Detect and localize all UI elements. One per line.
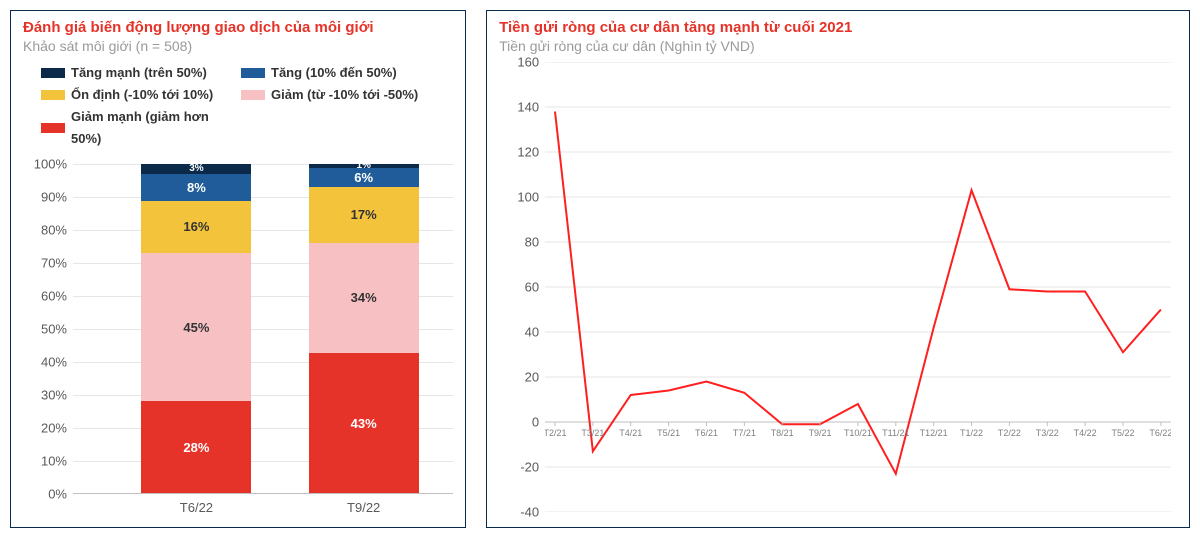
legend-swatch [41, 123, 65, 133]
bar-segment: 43% [309, 353, 419, 493]
right-subtitle: Tiền gửi ròng của cư dân (Nghìn tỷ VND) [499, 38, 1177, 54]
x-axis-label: T3/22 [1036, 428, 1059, 438]
x-axis-label: T8/21 [771, 428, 794, 438]
y-tick-label: 40 [525, 325, 539, 340]
x-axis-label: T6/21 [695, 428, 718, 438]
bar-segment: 34% [309, 243, 419, 354]
legend-label: Ổn định (-10% tới 10%) [71, 84, 213, 106]
legend-label: Tăng (10% đến 50%) [271, 62, 397, 84]
bar-group: 43%34%17%6%1% [309, 164, 419, 493]
x-axis-label: T6/22 [1150, 428, 1171, 438]
legend-item: Giảm (từ -10% tới -50%) [241, 84, 441, 106]
y-tick-label: 100% [34, 157, 67, 172]
line-svg: T2/21 T3/21 T4/21 T5/21 T6/21 T7/21 T8/21 T9/21… [545, 62, 1171, 512]
y-tick-label: 60% [41, 289, 67, 304]
y-tick-label: 0 [532, 415, 539, 430]
left-title: Đánh giá biến động lượng giao dịch của m… [23, 19, 453, 36]
legend-item: Giảm mạnh (giảm hơn 50%) [41, 106, 241, 150]
y-tick-label: 80% [41, 223, 67, 238]
y-tick-label: 10% [41, 454, 67, 469]
bar-segment: 3% [141, 164, 251, 174]
x-axis-label: T7/21 [733, 428, 756, 438]
y-tick-label: 60 [525, 280, 539, 295]
x-axis-label: T2/21 [545, 428, 566, 438]
legend-item: Tăng mạnh (trên 50%) [41, 62, 241, 84]
y-tick-label: 0% [48, 487, 67, 502]
legend-swatch [241, 68, 265, 78]
legend-label: Tăng mạnh (trên 50%) [71, 62, 207, 84]
x-axis-label: T2/22 [998, 428, 1021, 438]
y-tick-label: 160 [517, 55, 539, 70]
y-tick-label: 50% [41, 322, 67, 337]
y-tick-label: 100 [517, 190, 539, 205]
y-axis: 0%10%20%30%40%50%60%70%80%90%100% [23, 164, 73, 494]
legend-label: Giảm (từ -10% tới -50%) [271, 84, 418, 106]
bar-segment: 45% [141, 253, 251, 401]
x-axis-label: T5/22 [1112, 428, 1135, 438]
bar-segment: 16% [141, 201, 251, 254]
bar-segment: 28% [141, 401, 251, 493]
line-chart: -40-20020406080100120140160 T2/21T3/21T4… [499, 62, 1177, 512]
y-axis: -40-20020406080100120140160 [499, 62, 545, 512]
y-tick-label: 30% [41, 388, 67, 403]
plot-area: T2/21 T3/21 T4/21 T5/21 T6/21 T7/21 T8/21 T9/21… [545, 62, 1171, 512]
y-tick-label: 40% [41, 355, 67, 370]
legend-swatch [241, 90, 265, 100]
x-axis-label: T1/22 [960, 428, 983, 438]
y-tick-label: 120 [517, 145, 539, 160]
x-axis-label: T9/22 [309, 500, 419, 515]
panel-deposits: Tiền gửi ròng của cư dân tăng mạnh từ cu… [486, 10, 1190, 528]
x-axis-label: T9/21 [809, 428, 832, 438]
x-axis-label: T4/21 [619, 428, 642, 438]
bar-group: 28%45%16%8%3% [141, 164, 251, 493]
y-tick-label: 70% [41, 256, 67, 271]
x-axis-label: T6/22 [141, 500, 251, 515]
right-title: Tiền gửi ròng của cư dân tăng mạnh từ cu… [499, 19, 1177, 36]
bar-segment: 8% [141, 174, 251, 200]
legend-swatch [41, 68, 65, 78]
y-tick-label: -20 [520, 460, 539, 475]
legend-label: Giảm mạnh (giảm hơn 50%) [71, 106, 241, 150]
x-axis-label: T10/21 [844, 428, 872, 438]
legend-swatch [41, 90, 65, 100]
legend-item: Ổn định (-10% tới 10%) [41, 84, 241, 106]
left-subtitle: Khảo sát môi giới (n = 508) [23, 38, 453, 54]
bar-segment: 6% [309, 168, 419, 188]
bar-segment: 17% [309, 187, 419, 242]
x-axis-label: T3/21 [581, 428, 604, 438]
deposit-line [555, 112, 1161, 474]
legend-item: Tăng (10% đến 50%) [241, 62, 441, 84]
x-axis-label: T5/21 [657, 428, 680, 438]
y-tick-label: 80 [525, 235, 539, 250]
y-tick-label: 90% [41, 190, 67, 205]
y-tick-label: 20 [525, 370, 539, 385]
y-tick-label: -40 [520, 505, 539, 520]
stacked-bar-chart: 0%10%20%30%40%50%60%70%80%90%100% 28%45%… [23, 164, 453, 524]
panel-broker-survey: Đánh giá biến động lượng giao dịch của m… [10, 10, 466, 528]
x-axis-label: T4/22 [1074, 428, 1097, 438]
y-tick-label: 20% [41, 421, 67, 436]
y-tick-label: 140 [517, 100, 539, 115]
plot-area: 28%45%16%8%3%T6/2243%34%17%6%1%T9/22 [73, 164, 453, 494]
x-axis-label: T12/21 [920, 428, 948, 438]
x-axis-label: T11/21 [882, 428, 909, 438]
legend: Tăng mạnh (trên 50%) Tăng (10% đến 50%) Ổn… [23, 62, 453, 150]
